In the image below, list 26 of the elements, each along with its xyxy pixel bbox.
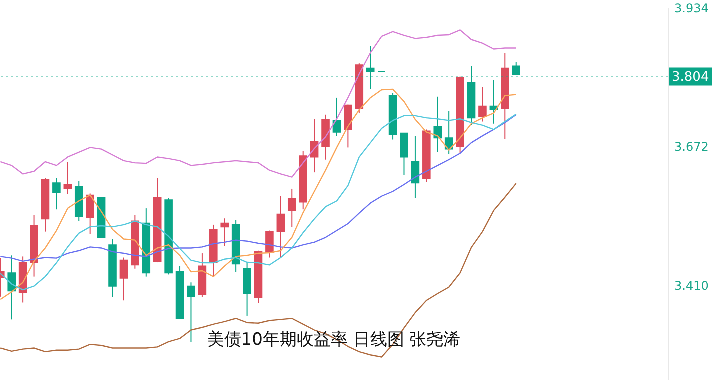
- candlestick: [187, 282, 196, 343]
- candlestick: [288, 188, 296, 228]
- line-series: [0, 114, 517, 262]
- line-series: [0, 88, 517, 300]
- candlestick: [64, 161, 72, 195]
- y-tick-label: 3.934: [674, 2, 709, 16]
- candlestick: [8, 255, 16, 320]
- line-series: [0, 183, 517, 358]
- candlestick: [332, 97, 342, 137]
- candlestick: [52, 178, 61, 210]
- candlestick: [512, 62, 520, 76]
- candlestick: [86, 193, 94, 235]
- candlestick: [276, 196, 286, 258]
- candlestick: [366, 46, 375, 90]
- candlestick: [478, 86, 487, 122]
- y-tick-label: 3.672: [674, 140, 709, 154]
- y-tick-label: 3.410: [674, 278, 709, 293]
- candlestick: [434, 96, 442, 153]
- candlestick: [266, 230, 274, 258]
- line-series: [0, 30, 517, 178]
- candlestick: [220, 218, 230, 247]
- candlestick: [411, 136, 420, 199]
- line-series: [0, 114, 517, 291]
- candlestick: [120, 257, 128, 302]
- candlestick: [400, 132, 408, 176]
- ref-line-label: 3.804: [672, 70, 710, 85]
